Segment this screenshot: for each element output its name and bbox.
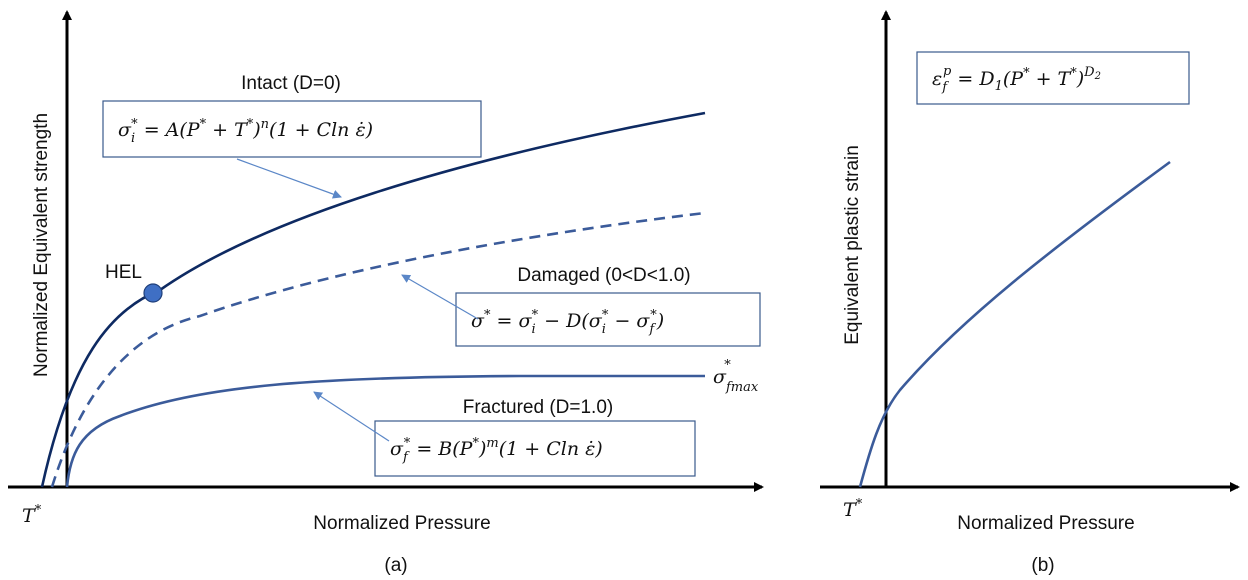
- fractured-equation: σf* = B(P*)m(1 + Cln ε̇): [390, 436, 603, 465]
- hel-label: HEL: [105, 262, 142, 283]
- damaged-equation: σ* = σi* − D(σi* − σf*): [471, 308, 664, 337]
- damaged-title: Damaged (0<D<1.0): [517, 265, 690, 286]
- panel-b-y-axis-label: Equivalent plastic strain: [842, 145, 863, 345]
- panel-a-t-star-label: T*: [22, 503, 42, 527]
- panel-b-x-axis-label: Normalized Pressure: [957, 513, 1134, 534]
- damaged-leader-arrow: [401, 274, 479, 320]
- panel-b-t-star-label: T*: [843, 497, 863, 521]
- fractured-equation-box: [374, 420, 696, 477]
- fractured-leader-arrow: [313, 391, 390, 442]
- panel-a: Normalized Equivalent strength Normalize…: [8, 10, 764, 576]
- hel-point: [143, 283, 163, 303]
- panel-b: Equivalent plastic strain Normalized Pre…: [820, 10, 1240, 576]
- panel-a-caption: (a): [384, 555, 407, 576]
- intact-title: Intact (D=0): [241, 73, 341, 94]
- intact-leader-arrow: [236, 158, 342, 199]
- fracture-strain-equation: εfp = D1(P* + T*)D2: [932, 64, 1101, 95]
- fracture-strain-equation-box: [916, 51, 1190, 105]
- panel-b-caption: (b): [1031, 555, 1054, 576]
- fracture-strain-curve: [858, 160, 1171, 488]
- sigma-fmax-label: σfmax*: [713, 358, 759, 395]
- intact-equation-box: [102, 100, 482, 158]
- damaged-curve: [50, 211, 706, 488]
- intact-equation: σi* = A(P* + T*)n(1 + Cln ε̇): [118, 117, 373, 146]
- fractured-title: Fractured (D=1.0): [463, 397, 613, 418]
- damaged-equation-box: [455, 292, 761, 347]
- fractured-curve: [65, 374, 705, 488]
- intact-curve: [40, 111, 706, 488]
- panel-a-x-axis-label: Normalized Pressure: [313, 513, 490, 534]
- panel-a-y-axis-label: Normalized Equivalent strength: [31, 113, 52, 377]
